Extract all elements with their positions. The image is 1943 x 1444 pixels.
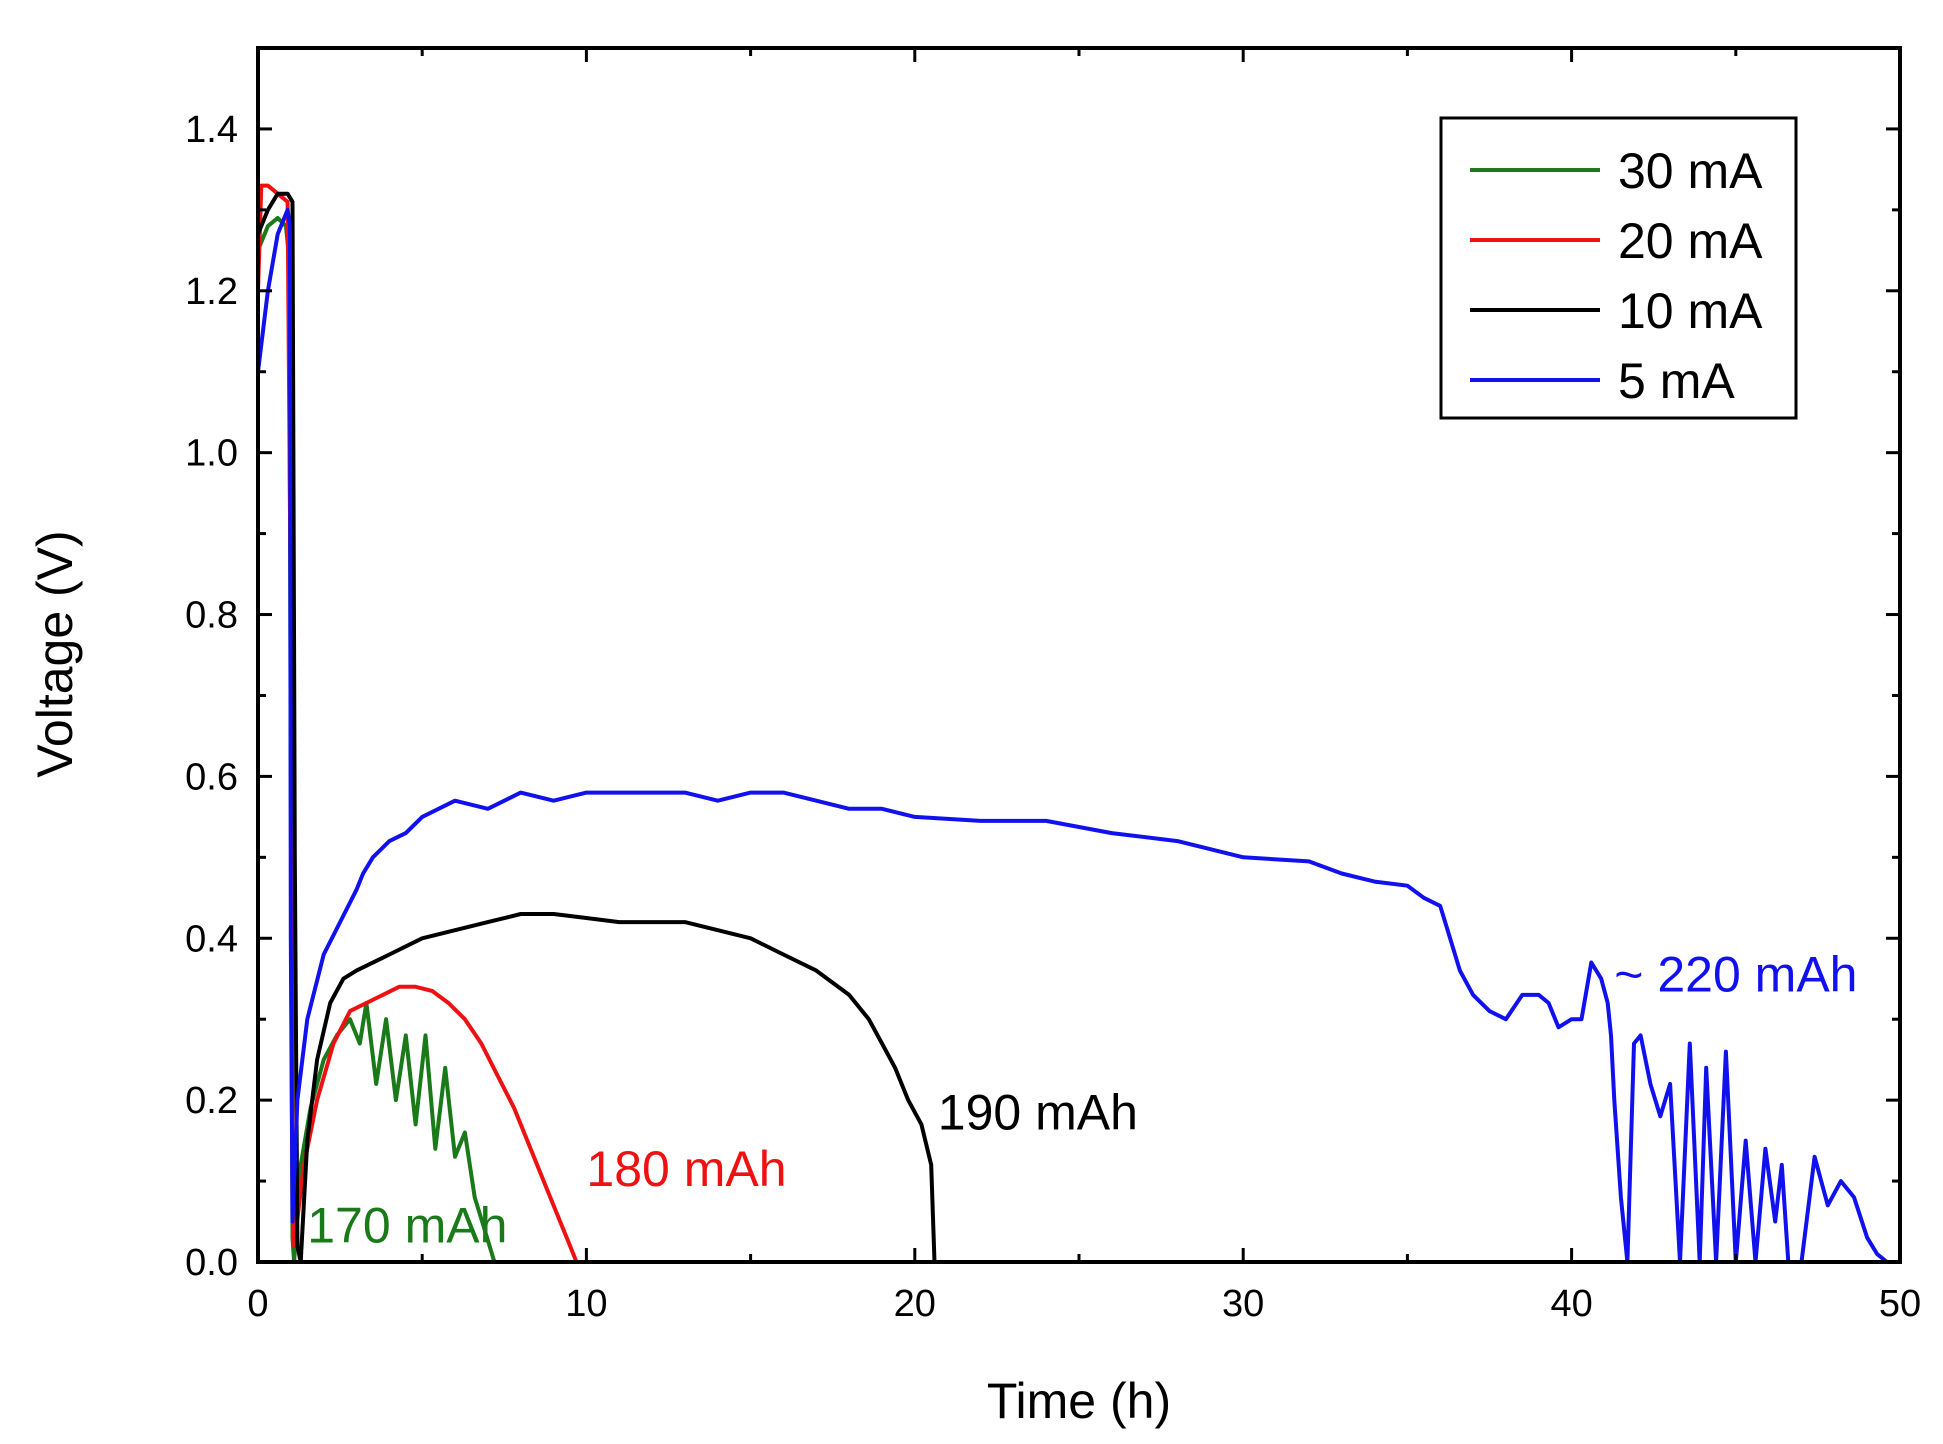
x-tick-label: 0	[247, 1283, 268, 1325]
y-tick-label: 0.4	[185, 918, 238, 960]
y-tick-label: 0.2	[185, 1080, 238, 1122]
y-tick-label: 1.0	[185, 433, 238, 475]
series-line-5-ma	[256, 207, 1889, 1264]
series-layer	[256, 183, 1889, 1264]
legend-label-5-ma: 5 mA	[1618, 353, 1735, 409]
tick-layer: 0 10 20 30 40 50 0.0 0.2 0.4 0.6 0.8 1.0 1.2 1.4	[185, 46, 1921, 1325]
y-tick-label: 0.6	[185, 756, 238, 798]
annotation-layer: 170 mAh 180 mAh 190 mAh ~ 220 mAh	[307, 947, 1857, 1254]
annotation-180-mah: 180 mAh	[586, 1141, 786, 1197]
x-axis-title: Time (h)	[987, 1373, 1171, 1429]
annotation-220-mah: ~ 220 mAh	[1614, 947, 1857, 1003]
x-tick-label: 40	[1550, 1283, 1592, 1325]
legend: 30 mA 20 mA 10 mA 5 mA	[1439, 116, 1798, 420]
annotation-190-mah: 190 mAh	[938, 1084, 1138, 1140]
annotation-170-mah: 170 mAh	[307, 1198, 507, 1254]
y-tick-label: 1.4	[185, 109, 238, 151]
y-axis-title: Voltage (V)	[27, 530, 83, 777]
x-tick-label: 20	[894, 1283, 936, 1325]
legend-label-30-ma: 30 mA	[1618, 143, 1763, 199]
x-tick-label: 10	[565, 1283, 607, 1325]
legend-label-10-ma: 10 mA	[1618, 283, 1763, 339]
y-tick-label: 0.8	[185, 595, 238, 637]
y-tick-label: 0.0	[185, 1242, 238, 1284]
legend-label-20-ma: 20 mA	[1618, 213, 1763, 269]
y-tick-label: 1.2	[185, 271, 238, 313]
x-tick-label: 30	[1222, 1283, 1264, 1325]
x-tick-label: 50	[1879, 1283, 1921, 1325]
